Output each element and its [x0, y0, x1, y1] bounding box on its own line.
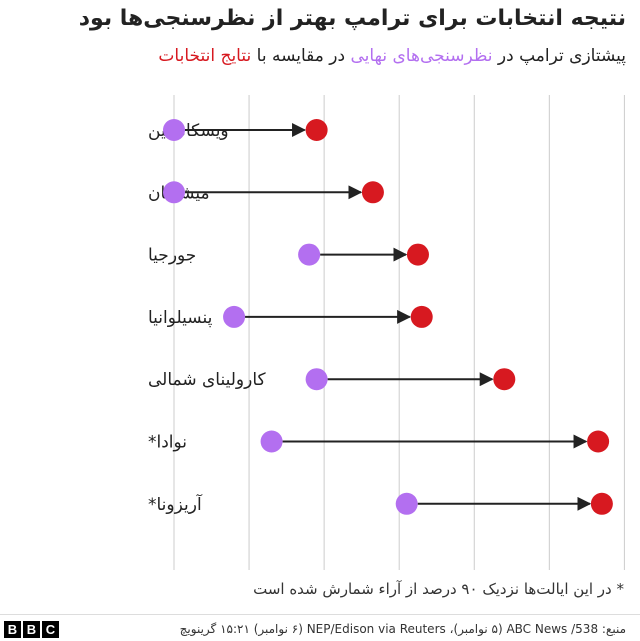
poll-point — [223, 305, 246, 328]
chart-row: میشیگان — [148, 181, 384, 204]
chart-title: نتیجه انتخابات برای ترامپ بهتر از نظرسنج… — [78, 6, 626, 31]
poll-point — [305, 368, 328, 391]
subtitle-legend-polls: نظرسنجی‌های نهایی — [350, 46, 493, 66]
poll-point — [298, 243, 321, 266]
category-label: آریزونا* — [148, 493, 203, 515]
chart-row: پنسیلوانیا — [148, 305, 433, 328]
grid-lines — [173, 95, 625, 570]
chart-row: نوادا* — [148, 430, 610, 453]
bbc-logo-letter: B — [23, 621, 40, 638]
poll-point — [163, 119, 185, 141]
category-label: کارولینای شمالی — [148, 370, 267, 390]
result-point — [361, 181, 384, 204]
poll-point — [260, 430, 283, 453]
result-point — [305, 119, 328, 141]
poll-point — [395, 492, 418, 515]
footnote: * در این ایالت‌ها نزدیک ۹۰ درصد از آراء … — [253, 580, 624, 598]
result-point — [410, 305, 433, 328]
footer-bar: B B C منبع: 538/ ABC News (۵ نوامبر)، NE… — [0, 614, 640, 641]
subtitle-text-2: در مقایسه با — [251, 46, 351, 66]
chart-rows: ویسکانسین میشیگان جورجیا پنسیلوانیا کارولینا… — [148, 119, 613, 515]
result-point — [406, 243, 429, 266]
bbc-logo: B B C — [4, 621, 59, 638]
bbc-logo-letter: C — [42, 621, 59, 638]
bbc-logo-letter: B — [4, 621, 21, 638]
subtitle-legend-results: نتایج انتخابات — [158, 46, 252, 66]
source-text: منبع: 538/ ABC News (۵ نوامبر)، NEP/Edis… — [179, 622, 626, 636]
poll-point — [163, 181, 185, 204]
category-label: پنسیلوانیا — [148, 308, 213, 328]
result-point — [590, 492, 613, 515]
chart-row: کارولینای شمالی — [148, 368, 516, 391]
chart-row: ویسکانسین — [148, 119, 328, 141]
category-label: جورجیا — [148, 246, 196, 266]
category-label: نوادا* — [148, 433, 187, 453]
subtitle-text-1: پیشتازی ترامپ در — [492, 46, 626, 66]
result-point — [493, 368, 516, 391]
result-point — [587, 430, 610, 453]
chart-row: آریزونا* — [148, 492, 613, 515]
chart-subtitle: پیشتازی ترامپ در نظرسنجی‌های نهایی در مق… — [14, 46, 626, 66]
chart-row: جورجیا — [148, 243, 429, 266]
